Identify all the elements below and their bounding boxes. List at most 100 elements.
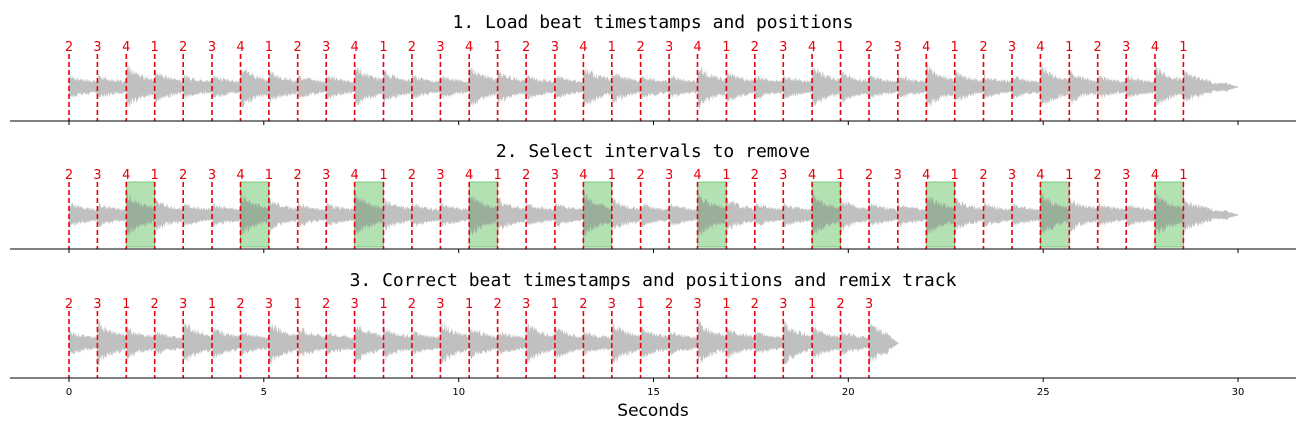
beat-position-label: 2 (65, 168, 73, 183)
beat-position-label: 4 (350, 168, 358, 183)
beat-position-label: 3 (322, 40, 330, 55)
beat-position-label: 2 (522, 40, 530, 55)
beat-position-label: 3 (551, 168, 559, 183)
panel-2-x-ticks (68, 249, 1239, 253)
panel-1-title: 1. Load beat timestamps and positions (453, 12, 854, 33)
beat-position-label: 2 (979, 40, 987, 55)
panel-2-title: 2. Select intervals to remove (496, 141, 810, 162)
beat-position-label: 2 (636, 168, 644, 183)
beat-position-label: 4 (1036, 168, 1044, 183)
beat-position-label: 3 (436, 297, 444, 312)
beat-position-label: 1 (493, 168, 501, 183)
panel-1: 1. Load beat timestamps and positions 2 3… (10, 12, 1296, 125)
beat-position-label: 1 (722, 297, 730, 312)
beat-position-label: 2 (579, 297, 587, 312)
beat-position-label: 4 (1036, 40, 1044, 55)
beat-position-label: 2 (1094, 168, 1102, 183)
beat-position-label: 2 (522, 168, 530, 183)
x-tick-label: 10 (452, 387, 465, 398)
beat-position-label: 4 (350, 40, 358, 55)
beat-position-label: 1 (608, 40, 616, 55)
beat-position-label: 2 (636, 40, 644, 55)
beat-position-label: 4 (693, 40, 701, 55)
beat-position-label: 2 (751, 40, 759, 55)
beat-position-label: 2 (408, 40, 416, 55)
beat-position-label: 3 (179, 297, 187, 312)
beat-position-label: 1 (379, 168, 387, 183)
beat-position-label: 1 (608, 168, 616, 183)
beat-position-label: 1 (1179, 168, 1187, 183)
beat-position-label: 3 (865, 297, 873, 312)
beat-position-label: 3 (551, 40, 559, 55)
beat-position-label: 1 (151, 168, 159, 183)
beat-position-label: 2 (179, 168, 187, 183)
beat-position-label: 4 (236, 40, 244, 55)
beat-position-label: 4 (922, 168, 930, 183)
panel-3-title: 3. Correct beat timestamps and positions… (350, 270, 957, 291)
beat-position-label: 2 (294, 40, 302, 55)
beat-position-label: 2 (665, 297, 673, 312)
beat-position-label: 1 (265, 168, 273, 183)
beat-position-label: 3 (779, 40, 787, 55)
beat-position-label: 3 (779, 168, 787, 183)
beat-position-label: 1 (951, 168, 959, 183)
beat-position-label: 1 (836, 168, 844, 183)
beat-position-label: 1 (1179, 40, 1187, 55)
beat-position-label: 3 (93, 297, 101, 312)
panel-3-x-ticks (68, 378, 1239, 382)
beat-position-label: 3 (436, 40, 444, 55)
beat-position-label: 4 (922, 40, 930, 55)
beat-position-label: 3 (894, 168, 902, 183)
beat-position-label: 3 (436, 168, 444, 183)
beat-position-label: 1 (379, 40, 387, 55)
beat-position-label: 1 (1065, 168, 1073, 183)
beat-position-label: 4 (122, 168, 130, 183)
beat-position-label: 3 (1008, 40, 1016, 55)
beat-position-label: 2 (836, 297, 844, 312)
x-tick-label: 25 (1037, 387, 1050, 398)
beat-position-label: 4 (579, 40, 587, 55)
beat-position-label: 2 (179, 40, 187, 55)
beat-position-label: 2 (151, 297, 159, 312)
beat-position-label: 4 (808, 40, 816, 55)
beat-position-label: 2 (65, 297, 73, 312)
beat-position-label: 3 (93, 40, 101, 55)
panel-2-beat-markers: 2 3 4 1 2 3 4 1 2 3 4 1 2 3 4 1 2 3 4 1 2 3 4 1 2 3 4 1 2 3 4 1 2 3 4 1 2 3 4 1 (65, 168, 1188, 249)
beat-position-label: 3 (350, 297, 358, 312)
beat-position-label: 2 (865, 168, 873, 183)
beat-position-label: 3 (265, 297, 273, 312)
beat-position-label: 3 (1122, 40, 1130, 55)
beat-position-label: 3 (522, 297, 530, 312)
beat-position-label: 4 (693, 168, 701, 183)
beat-position-label: 3 (208, 40, 216, 55)
beat-position-label: 1 (722, 40, 730, 55)
panel-3: 3. Correct beat timestamps and positions… (10, 270, 1296, 398)
beat-position-label: 3 (665, 168, 673, 183)
panel-1-beat-markers: 2 3 4 1 2 3 4 1 2 3 4 1 2 3 4 1 2 3 4 1 2 3 4 1 2 3 4 1 2 3 4 1 2 3 4 1 2 3 4 1 (65, 40, 1188, 121)
beat-position-label: 3 (208, 168, 216, 183)
panel-3-waveform (69, 319, 899, 368)
beat-position-label: 1 (465, 297, 473, 312)
beat-position-label: 2 (493, 297, 501, 312)
beat-position-label: 1 (808, 297, 816, 312)
beat-position-label: 2 (1094, 40, 1102, 55)
x-tick-label: 30 (1232, 387, 1245, 398)
beat-position-label: 3 (322, 168, 330, 183)
beat-position-label: 1 (722, 168, 730, 183)
x-tick-label: 20 (842, 387, 855, 398)
beat-position-label: 4 (1151, 40, 1159, 55)
beat-position-label: 2 (322, 297, 330, 312)
x-tick-label: 5 (261, 387, 267, 398)
beat-position-label: 3 (1008, 168, 1016, 183)
beat-position-label: 3 (665, 40, 673, 55)
beat-position-label: 2 (65, 40, 73, 55)
x-tick-label: 0 (66, 387, 72, 398)
beat-position-label: 1 (151, 40, 159, 55)
beat-position-label: 1 (951, 40, 959, 55)
beat-position-label: 1 (836, 40, 844, 55)
beat-position-label: 2 (751, 297, 759, 312)
beat-position-label: 4 (465, 40, 473, 55)
beat-position-label: 1 (636, 297, 644, 312)
beat-position-label: 1 (551, 297, 559, 312)
